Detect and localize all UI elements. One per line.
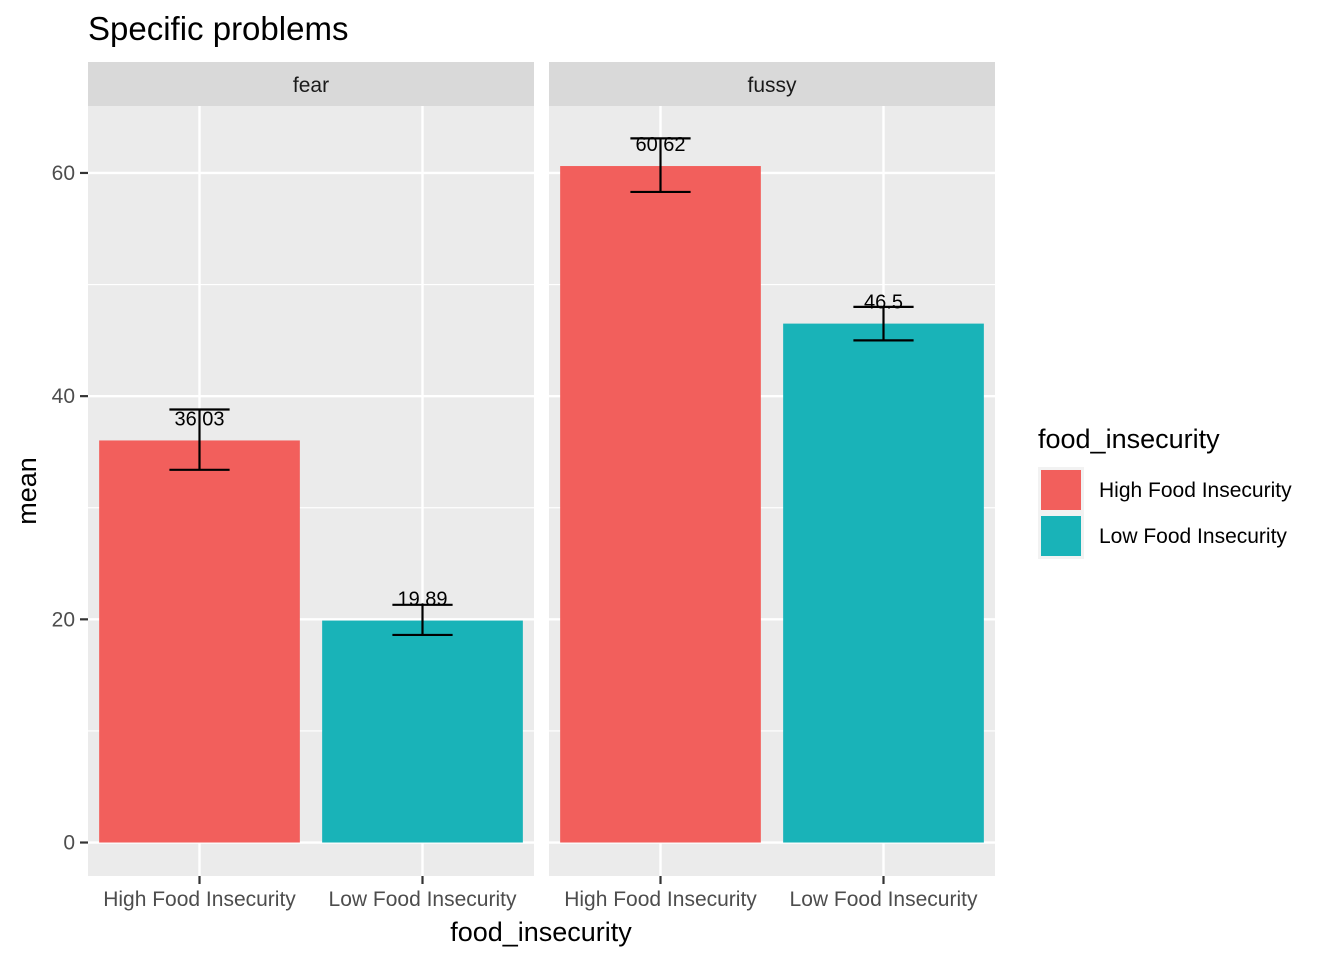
bar-fussy-high bbox=[560, 166, 761, 843]
facet-strip-label: fear bbox=[293, 74, 329, 97]
x-tick-label: Low Food Insecurity bbox=[790, 888, 978, 911]
legend-swatch bbox=[1041, 470, 1081, 510]
data-label: 19.89 bbox=[397, 589, 447, 611]
x-axis-title: food_insecurity bbox=[450, 917, 632, 947]
y-tick-label: 40 bbox=[52, 385, 75, 408]
facet-strip-label: fussy bbox=[747, 74, 797, 97]
error-bar bbox=[392, 603, 453, 637]
legend-title: food_insecurity bbox=[1038, 424, 1220, 454]
facet-strip bbox=[88, 62, 534, 106]
y-axis-title: mean bbox=[12, 457, 42, 525]
legend: food_insecurity High Food Insecurity Low … bbox=[1038, 424, 1292, 559]
legend-item: High Food Insecurity bbox=[1038, 467, 1292, 513]
data-label: 46.5 bbox=[864, 292, 903, 314]
bar-fear-high bbox=[99, 440, 300, 843]
y-tick-label: 0 bbox=[63, 832, 75, 855]
facet-fussy: 60.62 High Food Insecurity 46.5 Low Food In… bbox=[549, 62, 995, 911]
facet-strip bbox=[549, 62, 995, 106]
data-label: 36.03 bbox=[174, 408, 224, 430]
x-tick-label: High Food Insecurity bbox=[103, 888, 296, 911]
bar-fear-low bbox=[322, 620, 523, 843]
x-tick-label: Low Food Insecurity bbox=[329, 888, 517, 911]
y-axis: 0 20 40 60 bbox=[52, 162, 88, 855]
facet-panels: 36.03 High Food Insecurity 19.89 Low Food I… bbox=[88, 62, 995, 911]
x-tick-label: High Food Insecurity bbox=[564, 888, 757, 911]
facet-fear: 36.03 High Food Insecurity 19.89 Low Food I… bbox=[88, 62, 534, 911]
legend-item: Low Food Insecurity bbox=[1038, 513, 1287, 559]
y-tick-label: 60 bbox=[52, 162, 75, 185]
bar-fussy-low bbox=[783, 323, 984, 843]
legend-label: High Food Insecurity bbox=[1099, 479, 1292, 502]
error-bar bbox=[169, 408, 230, 471]
error-bar bbox=[630, 137, 691, 194]
data-label: 60.62 bbox=[635, 134, 685, 156]
error-bar bbox=[853, 305, 914, 342]
y-tick-label: 20 bbox=[52, 608, 75, 631]
chart-title: Specific problems bbox=[88, 10, 348, 47]
legend-swatch bbox=[1041, 516, 1081, 556]
legend-label: Low Food Insecurity bbox=[1099, 525, 1287, 548]
